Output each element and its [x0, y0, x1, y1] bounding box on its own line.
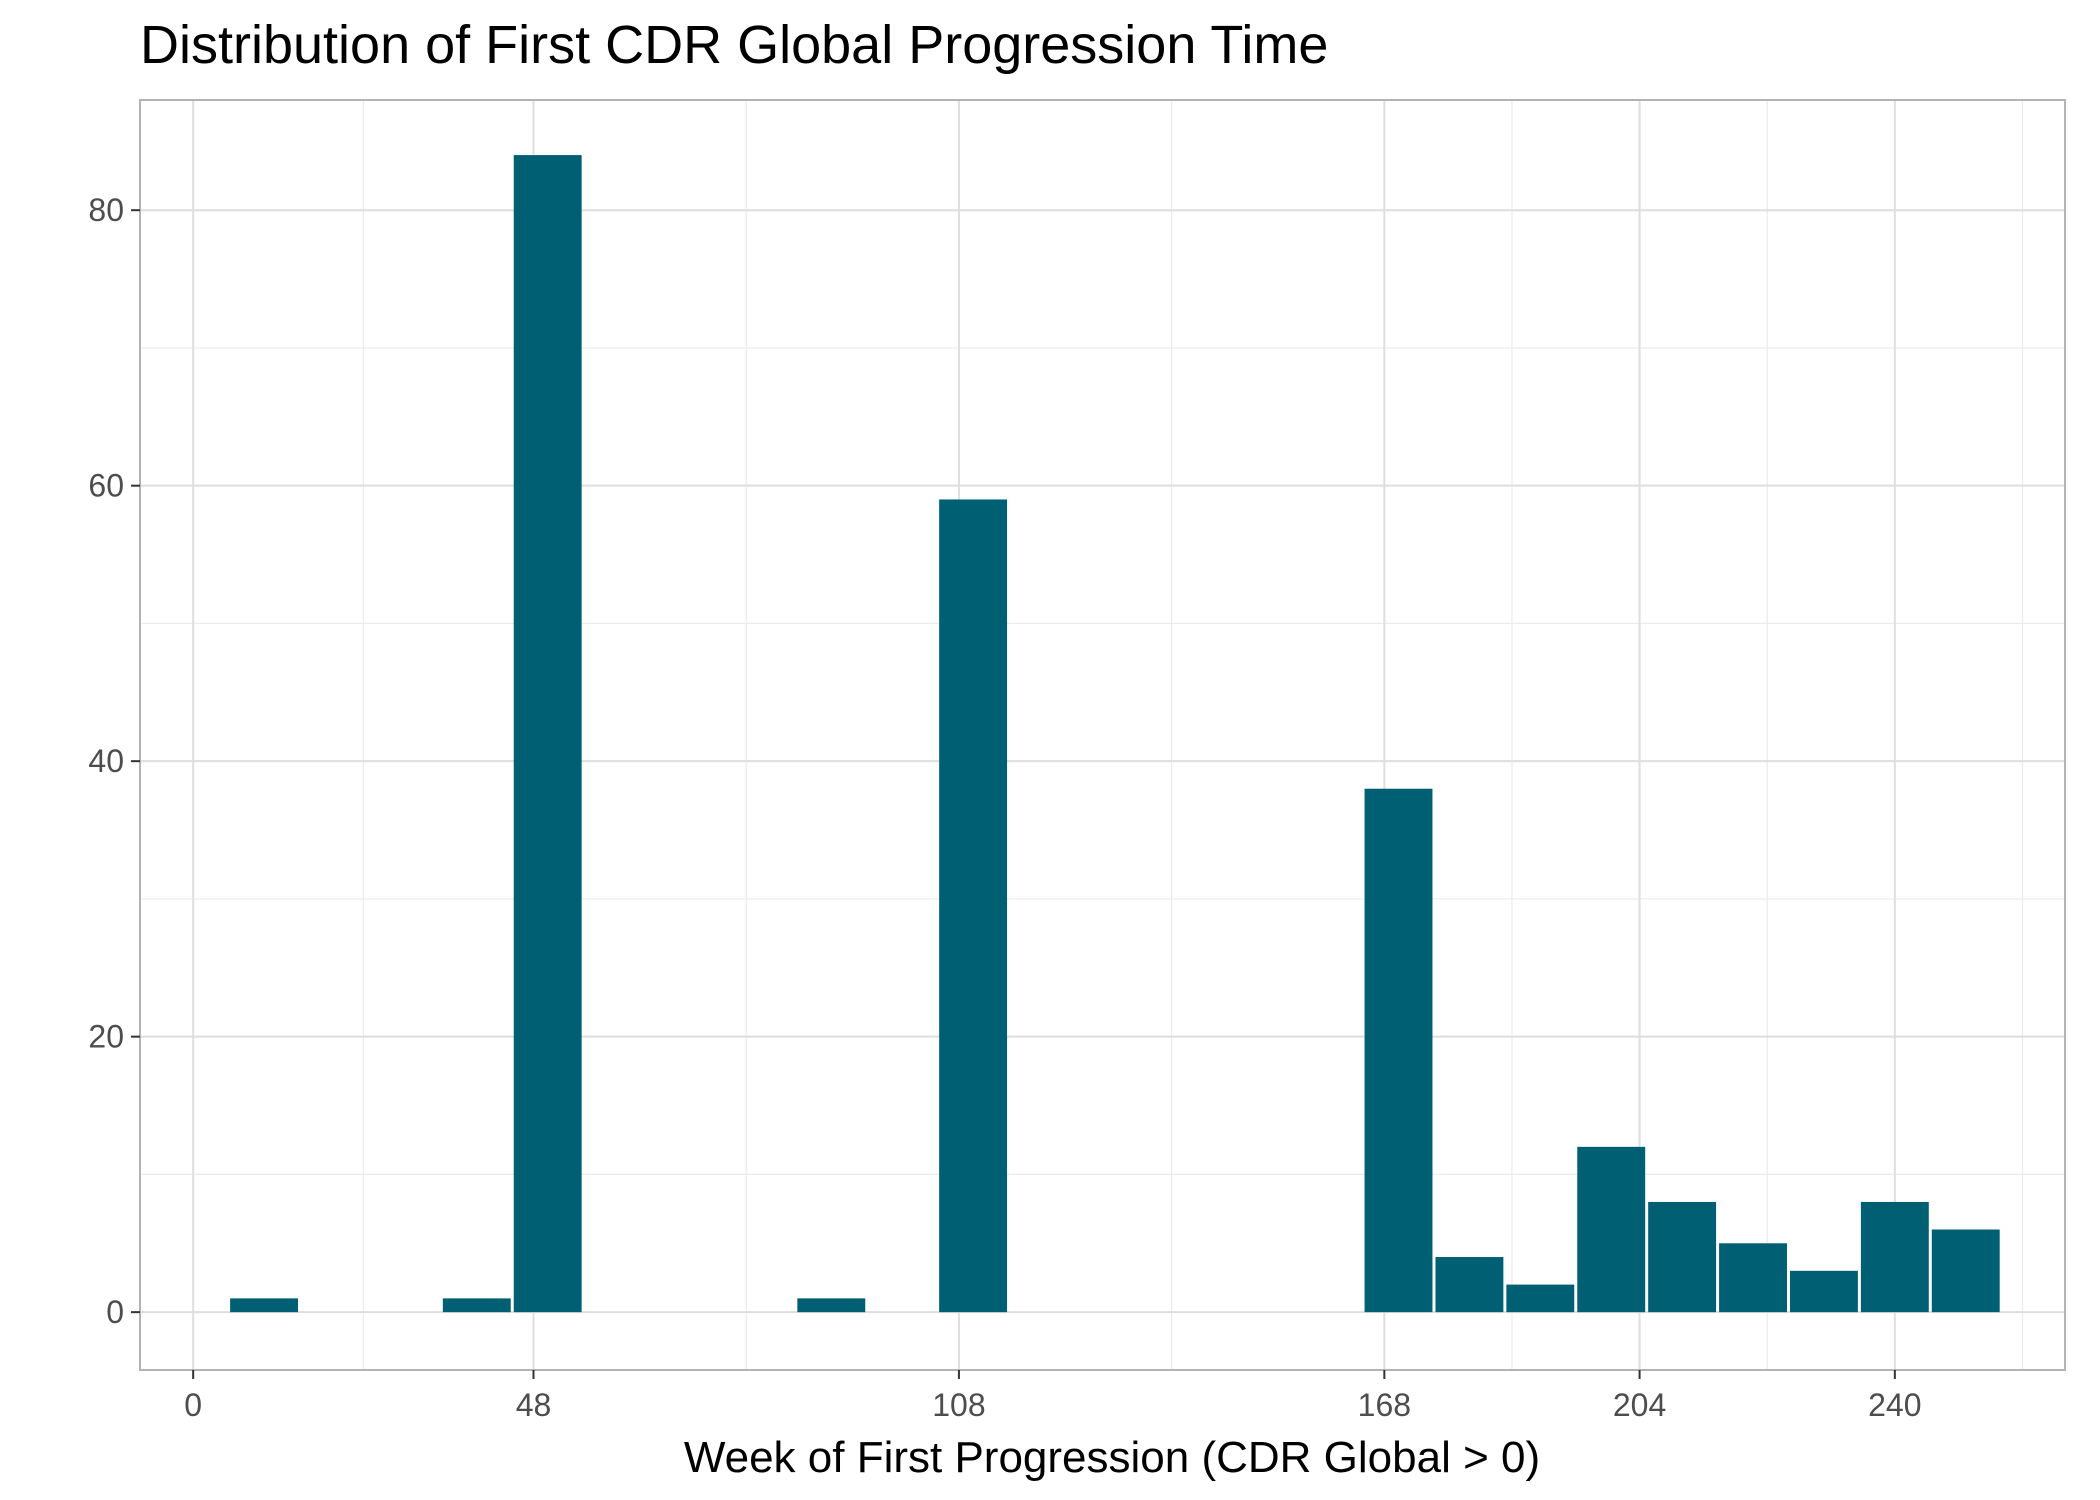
- histogram-bar: [1577, 1146, 1646, 1313]
- x-tick-label: 0: [184, 1387, 202, 1423]
- major-gridlines: [140, 100, 2065, 1370]
- x-tick-label: 168: [1358, 1387, 1411, 1423]
- histogram-bar: [797, 1298, 866, 1313]
- histogram-bar: [1364, 788, 1433, 1313]
- histogram-bar: [513, 155, 582, 1313]
- x-tick-label: 204: [1613, 1387, 1666, 1423]
- x-axis-ticks: 0 48 108 168 204 240: [184, 1370, 1922, 1423]
- histogram-bar: [1506, 1284, 1575, 1313]
- histogram-bar: [230, 1298, 299, 1313]
- y-tick-label: 60: [88, 468, 124, 504]
- histogram-bar: [1931, 1229, 2000, 1313]
- x-tick-label: 240: [1868, 1387, 1921, 1423]
- histogram-bar: [1435, 1257, 1504, 1313]
- y-tick-label: 0: [106, 1294, 124, 1330]
- chart-title: Distribution of First CDR Global Progres…: [140, 15, 1329, 75]
- plot-background: [140, 100, 2065, 1370]
- histogram-bar: [1860, 1201, 1929, 1313]
- y-axis-ticks: 0 20 40 60 80: [88, 192, 140, 1330]
- plot-border: [139, 99, 2066, 1371]
- y-tick-label: 80: [88, 192, 124, 228]
- histogram-bar: [1789, 1270, 1858, 1313]
- histogram-bar: [1719, 1243, 1787, 1313]
- y-tick-label: 40: [88, 743, 124, 779]
- histogram-bar: [939, 499, 1008, 1313]
- bars: [230, 155, 2000, 1313]
- histogram-bar: [442, 1298, 511, 1313]
- y-tick-label: 20: [88, 1019, 124, 1055]
- histogram-bar: [1648, 1201, 1717, 1313]
- x-tick-label: 108: [932, 1387, 985, 1423]
- x-tick-label: 48: [516, 1387, 552, 1423]
- minor-gridlines: [140, 100, 2065, 1370]
- x-axis-title: Week of First Progression (CDR Global > …: [684, 1433, 1540, 1482]
